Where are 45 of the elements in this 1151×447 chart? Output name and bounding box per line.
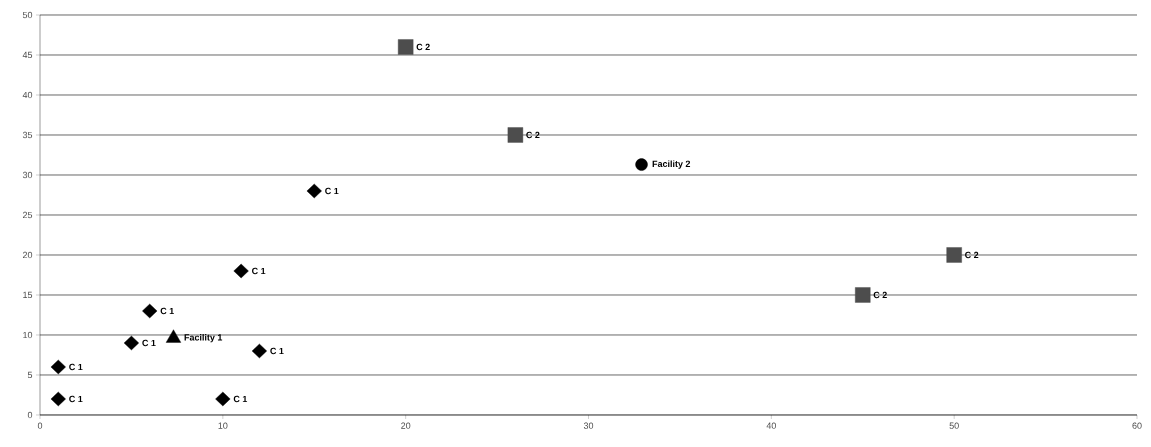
y-tick-label: 40 — [22, 91, 33, 99]
point — [50, 359, 66, 375]
text: C 1 — [160, 307, 174, 315]
x-tick-label: 0 — [37, 422, 43, 429]
y-tick-label: 15 — [23, 291, 33, 299]
text: C 2 — [965, 251, 979, 259]
y-tick-label: 45 — [22, 51, 33, 59]
text: C 2 — [526, 131, 540, 139]
text: C 1 — [325, 187, 339, 195]
y-tick-label: 20 — [22, 251, 33, 259]
y-tick-label: 50 — [22, 11, 33, 19]
y-tick-label: 35 — [22, 131, 33, 139]
point — [855, 287, 871, 303]
text: C 1 — [69, 363, 83, 371]
point — [507, 127, 524, 143]
point — [142, 303, 158, 319]
text: C 1 — [252, 267, 266, 275]
point — [306, 183, 322, 199]
series-label: C 2 — [416, 43, 430, 51]
series-label: Facility 2 — [652, 160, 691, 169]
text: C 1 — [270, 347, 284, 355]
text: C 1 — [233, 395, 248, 403]
point — [123, 335, 139, 351]
y-tick-label: 0 — [27, 411, 33, 419]
point — [635, 158, 648, 171]
point — [251, 343, 267, 359]
text: C 2 — [873, 291, 887, 299]
x-tick-label: 30 — [583, 422, 594, 429]
x-tick-label: 40 — [766, 422, 776, 429]
y-tick-label: 25 — [22, 211, 33, 219]
y-tick-label: 30 — [22, 171, 33, 179]
series-label: Facility 1 — [184, 334, 223, 343]
point — [215, 391, 231, 407]
point — [397, 39, 414, 55]
x-tick-label: 60 — [1132, 422, 1142, 429]
x-tick-label: 10 — [218, 422, 228, 429]
text: C 1 — [69, 395, 83, 403]
point — [233, 263, 249, 279]
point — [946, 247, 962, 263]
x-tick-label: 50 — [949, 422, 959, 429]
x-tick-label: 20 — [401, 422, 411, 429]
y-tick-label: 10 — [23, 331, 33, 339]
y-tick-label: 5 — [27, 371, 33, 379]
point — [50, 391, 66, 407]
series-label: C 1 — [142, 339, 156, 347]
